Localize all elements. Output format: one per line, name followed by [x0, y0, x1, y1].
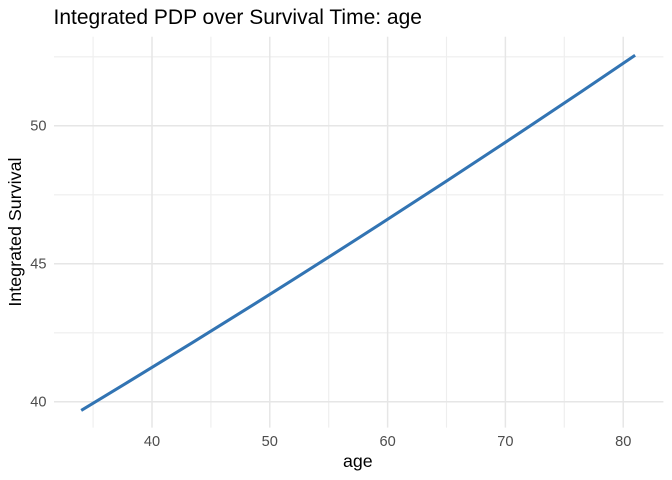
svg-text:Integrated PDP over Survival T: Integrated PDP over Survival Time: age — [54, 6, 422, 29]
svg-text:70: 70 — [497, 434, 513, 450]
svg-text:50: 50 — [262, 434, 278, 450]
svg-text:Integrated Survival: Integrated Survival — [5, 158, 25, 307]
svg-text:40: 40 — [30, 395, 46, 411]
svg-text:45: 45 — [30, 257, 46, 273]
svg-text:50: 50 — [30, 119, 46, 135]
svg-text:40: 40 — [144, 434, 160, 450]
svg-text:80: 80 — [615, 434, 631, 450]
svg-text:age: age — [343, 451, 373, 471]
svg-text:60: 60 — [379, 434, 395, 450]
